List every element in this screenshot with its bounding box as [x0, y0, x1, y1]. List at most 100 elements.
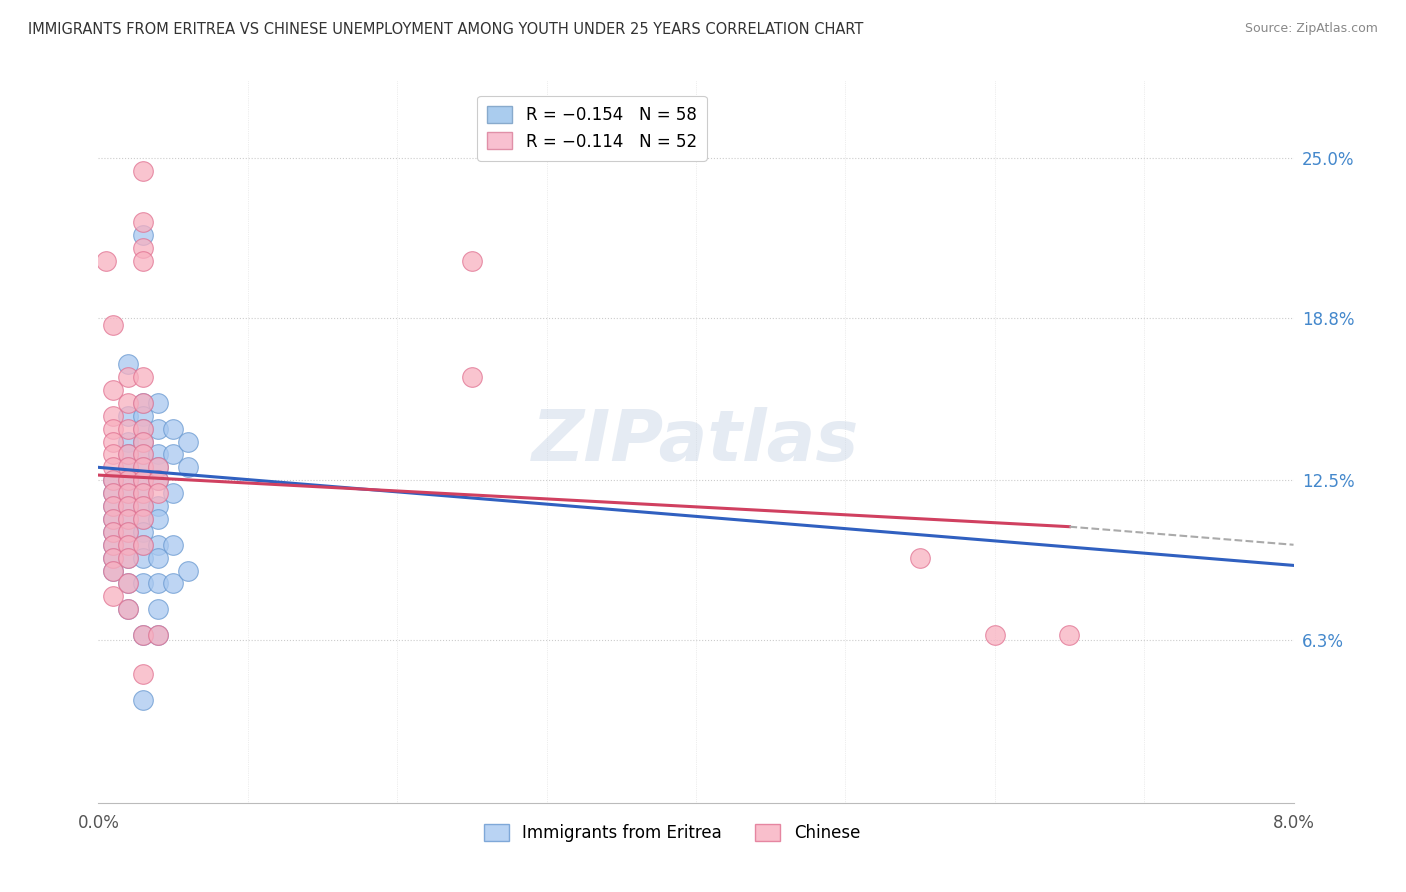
Point [117, 486, 139, 500]
Point [103, 512, 125, 526]
Point [103, 512, 125, 526]
Point [117, 396, 139, 410]
Point [117, 357, 139, 371]
Point [148, 447, 170, 461]
Point [461, 370, 484, 384]
Point [132, 447, 155, 461]
Point [148, 396, 170, 410]
Point [132, 422, 155, 436]
Point [117, 576, 139, 591]
Point [117, 576, 139, 591]
Point [117, 434, 139, 449]
Point [177, 564, 200, 578]
Point [117, 524, 139, 539]
Point [148, 473, 170, 487]
Point [132, 538, 155, 552]
Point [103, 447, 125, 461]
Point [117, 409, 139, 423]
Point [132, 396, 155, 410]
Point [162, 486, 184, 500]
Point [162, 576, 184, 591]
Point [132, 422, 155, 436]
Point [148, 576, 170, 591]
Point [132, 499, 155, 513]
Point [132, 499, 155, 513]
Point [132, 241, 155, 255]
Point [132, 409, 155, 423]
Point [117, 499, 139, 513]
Point [132, 370, 155, 384]
Point [132, 486, 155, 500]
Point [148, 473, 170, 487]
Point [103, 460, 125, 475]
Point [117, 499, 139, 513]
Text: Source: ZipAtlas.com: Source: ZipAtlas.com [1244, 22, 1378, 36]
Point [103, 550, 125, 565]
Point [117, 602, 139, 616]
Point [132, 512, 155, 526]
Point [908, 550, 931, 565]
Point [132, 666, 155, 681]
Point [117, 550, 139, 565]
Point [132, 396, 155, 410]
Point [117, 447, 139, 461]
Point [132, 628, 155, 642]
Point [117, 473, 139, 487]
Point [103, 499, 125, 513]
Legend: Immigrants from Eritrea, Chinese: Immigrants from Eritrea, Chinese [478, 817, 866, 848]
Point [94, 254, 117, 268]
Point [148, 628, 170, 642]
Point [103, 550, 125, 565]
Point [117, 447, 139, 461]
Point [132, 486, 155, 500]
Point [132, 460, 155, 475]
Point [132, 550, 155, 565]
Point [103, 564, 125, 578]
Point [103, 564, 125, 578]
Point [162, 538, 184, 552]
Point [148, 512, 170, 526]
Point [132, 163, 155, 178]
Point [162, 447, 184, 461]
Point [117, 460, 139, 475]
Point [148, 460, 170, 475]
Point [103, 486, 125, 500]
Point [132, 215, 155, 229]
Point [148, 602, 170, 616]
Point [132, 434, 155, 449]
Point [132, 473, 155, 487]
Point [103, 409, 125, 423]
Point [103, 422, 125, 436]
Point [132, 473, 155, 487]
Point [132, 512, 155, 526]
Point [132, 692, 155, 706]
Point [984, 628, 1007, 642]
Point [461, 254, 484, 268]
Text: IMMIGRANTS FROM ERITREA VS CHINESE UNEMPLOYMENT AMONG YOUTH UNDER 25 YEARS CORRE: IMMIGRANTS FROM ERITREA VS CHINESE UNEMP… [28, 22, 863, 37]
Point [103, 538, 125, 552]
Point [117, 370, 139, 384]
Point [103, 473, 125, 487]
Point [117, 512, 139, 526]
Point [103, 318, 125, 333]
Point [103, 383, 125, 397]
Point [117, 602, 139, 616]
Point [103, 524, 125, 539]
Point [148, 486, 170, 500]
Point [132, 576, 155, 591]
Point [177, 434, 200, 449]
Point [132, 524, 155, 539]
Point [117, 512, 139, 526]
Point [132, 228, 155, 243]
Point [103, 473, 125, 487]
Point [103, 486, 125, 500]
Point [132, 628, 155, 642]
Point [132, 447, 155, 461]
Text: ZIPatlas: ZIPatlas [533, 407, 859, 476]
Point [148, 538, 170, 552]
Point [117, 538, 139, 552]
Point [148, 628, 170, 642]
Point [117, 460, 139, 475]
Point [148, 499, 170, 513]
Point [103, 499, 125, 513]
